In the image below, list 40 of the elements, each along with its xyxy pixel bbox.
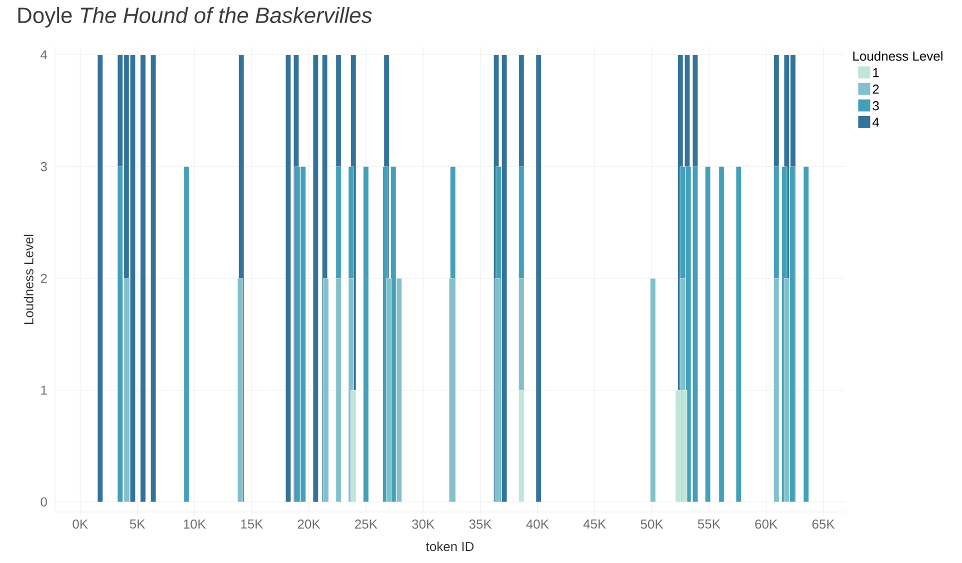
x-tick-label: 0K (72, 520, 88, 529)
bar (363, 166, 369, 502)
bar (285, 54, 292, 502)
bar (650, 278, 656, 502)
bar (705, 166, 711, 502)
x-tick-label: 60K (755, 520, 778, 529)
bar (718, 166, 724, 502)
y-tick-label: 3 (40, 162, 47, 172)
bar (736, 166, 742, 502)
bar (184, 166, 190, 502)
x-tick-label: 45K (583, 520, 606, 529)
x-tick-label: 15K (241, 520, 264, 529)
y-axis-title: Loudness Level (24, 234, 34, 324)
x-tick-label: 50K (640, 520, 664, 529)
legend-label: 1 (873, 68, 879, 78)
bar (97, 54, 103, 502)
bar (140, 54, 146, 502)
x-axis-title: token ID (426, 542, 474, 552)
bar (803, 166, 809, 502)
x-tick-label: 35K (469, 520, 492, 529)
x-tick-label: 25K (355, 520, 378, 529)
x-tick-label: 30K (412, 520, 435, 529)
legend-title: Loudness Level (853, 51, 942, 61)
y-tick-label: 1 (41, 386, 47, 395)
bar (150, 54, 156, 502)
legend-label: 2 (872, 84, 879, 94)
x-tick-label: 20K (298, 520, 320, 529)
x-tick-label: 65K (812, 520, 835, 529)
legend-label: 4 (872, 118, 880, 127)
chart-title: Doyle The Hound of the Baskervilles (18, 6, 372, 28)
y-tick-label: 2 (40, 274, 47, 283)
y-tick-label: 0 (40, 497, 47, 507)
legend-label: 3 (872, 101, 879, 110)
y-tick-label: 4 (40, 50, 48, 60)
x-tick-label: 10K (184, 520, 206, 529)
x-tick-label: 5K (130, 520, 146, 529)
x-tick-label: 40K (526, 520, 549, 529)
bar (536, 54, 542, 502)
x-tick-label: 55K (698, 520, 720, 529)
bar (312, 54, 318, 502)
